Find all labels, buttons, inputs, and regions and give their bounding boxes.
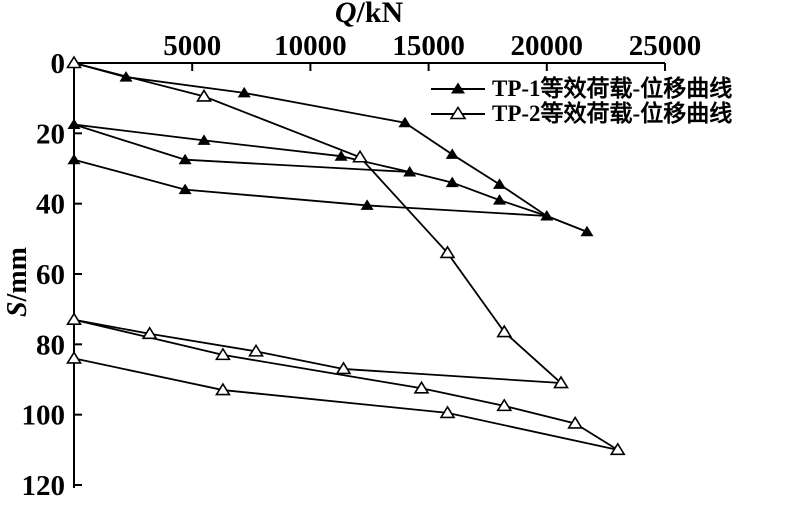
tp2-marker: [496, 324, 513, 338]
tp1-curve: [73, 158, 588, 233]
tp1-marker: [540, 209, 554, 221]
tp1-marker: [67, 118, 81, 130]
x-axis-title: Q/kN: [0, 0, 738, 30]
tp2-marker: [496, 398, 513, 412]
y-tick-label: 80: [36, 329, 65, 361]
tp1-curve: [73, 62, 588, 233]
tp1-marker: [178, 183, 192, 195]
tp2-marker: [141, 326, 158, 340]
tp1-marker: [398, 116, 412, 128]
filled-triangle-legend-icon: [431, 82, 485, 93]
y-tick-label: 0: [51, 48, 66, 80]
legend-label-tp2: TP-2等效荷载-位移曲线: [492, 101, 733, 126]
legend-entry-tp2: TP-2等效荷载-位移曲线: [430, 101, 732, 126]
tp2-marker: [248, 343, 264, 357]
legend: TP-1等效荷载-位移曲线 TP-2等效荷载-位移曲线: [430, 76, 732, 126]
x-tick-label: 10000: [274, 30, 347, 62]
tp1-marker: [178, 153, 192, 165]
tp1-marker: [403, 166, 417, 177]
tp2-marker: [66, 350, 82, 364]
tp2-marker: [352, 149, 368, 163]
y-axis-variable: S: [2, 301, 33, 318]
tp2-marker: [335, 361, 352, 375]
y-tick-label: 120: [22, 470, 66, 502]
legend-label-tp1: TP-1等效荷载-位移曲线: [492, 76, 733, 101]
open-triangle-legend-icon: [431, 105, 485, 119]
tp2-marker: [214, 382, 231, 396]
x-tick-label: 20000: [511, 30, 584, 62]
tp2-marker: [439, 405, 456, 419]
tp2-marker: [609, 442, 626, 456]
tp2-marker: [66, 55, 82, 69]
y-tick-label: 60: [36, 259, 65, 291]
tp1-marker: [197, 134, 211, 145]
x-axis-unit: /kN: [356, 0, 404, 29]
tp2-marker: [553, 375, 569, 389]
tp2-marker: [196, 88, 212, 102]
tp2-marker: [214, 347, 231, 361]
tp2-curve: [73, 318, 619, 451]
tp1-marker: [237, 86, 251, 98]
y-tick-label: 100: [22, 400, 66, 432]
tp2-marker: [413, 380, 430, 394]
tp1-marker: [360, 199, 374, 210]
x-tick-label: 5000: [163, 30, 221, 62]
tp1-marker: [445, 148, 459, 159]
y-axis-unit: /mm: [2, 247, 33, 302]
tp2-marker: [66, 312, 82, 326]
tp1-marker: [67, 153, 81, 165]
tp2-marker: [439, 245, 456, 259]
x-tick-label: 25000: [629, 30, 702, 62]
tp1-marker: [580, 225, 594, 237]
tp1-marker: [445, 176, 459, 188]
tp1-marker: [493, 178, 507, 189]
tp2-curve: [73, 357, 618, 451]
x-axis-variable: Q: [334, 0, 357, 29]
y-tick-label: 40: [36, 189, 65, 221]
tp1-marker: [334, 150, 348, 161]
x-tick-label: 15000: [392, 30, 465, 62]
tp1-curve: [73, 123, 410, 173]
y-tick-label: 20: [36, 118, 65, 150]
tp2-curve: [73, 62, 562, 384]
tp1-marker: [493, 194, 507, 205]
tp2-marker: [567, 415, 584, 429]
y-axis-title: S/mm: [2, 227, 34, 337]
legend-entry-tp1: TP-1等效荷载-位移曲线: [430, 76, 732, 101]
